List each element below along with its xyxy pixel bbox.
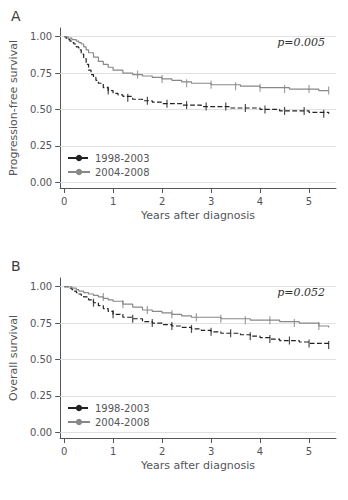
- svg-text:0.50: 0.50: [30, 104, 52, 115]
- svg-text:1: 1: [110, 446, 116, 457]
- svg-text:5: 5: [306, 196, 312, 207]
- svg-text:0.50: 0.50: [30, 354, 52, 365]
- svg-text:1: 1: [110, 196, 116, 207]
- svg-text:2004-2008: 2004-2008: [95, 417, 150, 428]
- svg-text:1.00: 1.00: [30, 31, 52, 42]
- svg-text:3: 3: [208, 446, 214, 457]
- svg-text:3: 3: [208, 196, 214, 207]
- svg-text:0.00: 0.00: [30, 177, 52, 188]
- svg-text:p=0.052: p=0.052: [277, 286, 325, 299]
- svg-text:Overall survival: Overall survival: [7, 315, 20, 401]
- svg-text:1.00: 1.00: [30, 281, 52, 292]
- svg-text:0.75: 0.75: [30, 318, 52, 329]
- svg-text:Years after diagnosis: Years after diagnosis: [140, 209, 255, 222]
- svg-text:1998-2003: 1998-2003: [95, 153, 150, 164]
- svg-text:4: 4: [257, 196, 263, 207]
- svg-text:p=0.005: p=0.005: [277, 36, 325, 49]
- svg-text:2: 2: [159, 196, 165, 207]
- svg-text:A: A: [11, 8, 21, 24]
- svg-text:2004-2008: 2004-2008: [95, 167, 150, 178]
- svg-text:2: 2: [159, 446, 165, 457]
- svg-text:B: B: [11, 258, 21, 274]
- svg-text:0: 0: [61, 446, 67, 457]
- svg-text:Progression-free survival: Progression-free survival: [7, 40, 20, 176]
- svg-text:5: 5: [306, 446, 312, 457]
- svg-text:0.00: 0.00: [30, 427, 52, 438]
- svg-text:0: 0: [61, 196, 67, 207]
- svg-text:1998-2003: 1998-2003: [95, 403, 150, 414]
- svg-text:0.25: 0.25: [30, 390, 52, 401]
- svg-text:0.25: 0.25: [30, 140, 52, 151]
- svg-text:4: 4: [257, 446, 263, 457]
- svg-text:0.75: 0.75: [30, 68, 52, 79]
- svg-text:Years after diagnosis: Years after diagnosis: [140, 459, 255, 472]
